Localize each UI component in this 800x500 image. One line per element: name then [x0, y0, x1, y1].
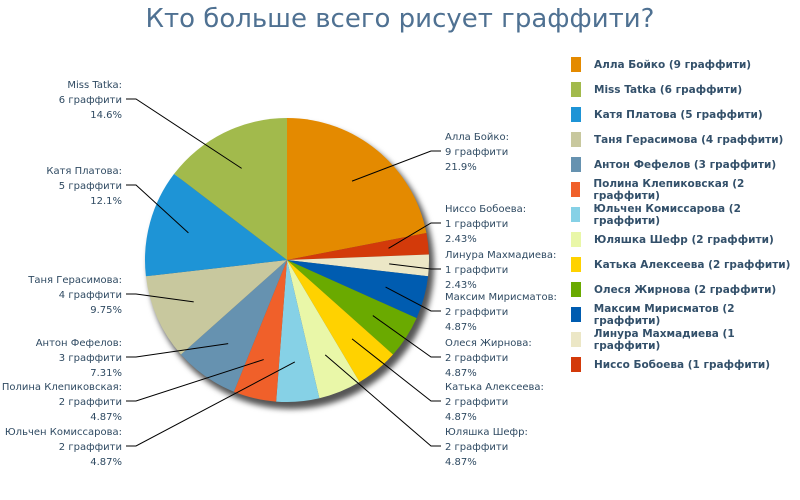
slice-label: Олеся Жирнова: 2 граффити 4.87% [445, 338, 532, 379]
legend-swatch [571, 282, 581, 297]
leader-line [351, 338, 441, 402]
legend-label: Таня Герасимова (4 граффити) [594, 133, 784, 146]
legend-item[interactable]: Максим Мирисматов (2 граффити) [571, 302, 800, 327]
legend-swatch [571, 182, 581, 197]
pie-slice[interactable] [287, 118, 427, 260]
legend-item[interactable]: Таня Герасимова (4 граффити) [571, 127, 800, 152]
slice-label: Полина Клепиковская: 2 граффити 4.87% [2, 382, 122, 423]
legend-label: Линура Махмадиева (1 граффити) [593, 327, 735, 352]
legend-label: Юляшка Шефр (2 граффити) [594, 233, 774, 246]
legend-swatch [571, 332, 581, 347]
legend-swatch [571, 82, 581, 97]
legend-label: Ниссо Бобоева (1 граффити) [594, 358, 771, 371]
pie-slice[interactable] [287, 260, 360, 399]
legend-item[interactable]: Линура Махмадиева (1 граффити) [571, 327, 800, 352]
leader-line [126, 359, 264, 402]
leader-line [126, 361, 296, 447]
slice-label: Ниссо Бобоева: 1 граффити 2.43% [445, 204, 526, 245]
legend-label: Олеся Жирнова (2 граффити) [594, 283, 777, 296]
legend-item[interactable]: Антон Фефелов (3 граффити) [571, 152, 800, 177]
slice-label: Антон Фефелов: 3 граффити 7.31% [36, 338, 122, 379]
leader-line [385, 286, 441, 312]
leader-line [351, 150, 441, 182]
legend-label: Антон Фефелов (3 граффити) [594, 158, 777, 171]
leader-line [126, 98, 242, 169]
pie-slice[interactable] [287, 260, 417, 355]
leader-line [372, 315, 441, 358]
legend-swatch [571, 232, 581, 247]
slice-label: Юляшка Шефр: 2 граффити 4.87% [445, 427, 528, 468]
leader-line [126, 184, 189, 234]
legend-swatch [571, 257, 581, 272]
slice-label: Линура Махмадиева: 1 граффити 2.43% [445, 250, 556, 291]
legend-swatch [571, 307, 581, 322]
pie-slice[interactable] [287, 260, 429, 319]
slice-label: Юльчен Комиссарова: 2 граффити 4.87% [5, 427, 122, 468]
legend-swatch [571, 157, 581, 172]
slice-label: Таня Герасимова: 4 граффити 9.75% [27, 275, 122, 316]
leader-line [388, 222, 441, 249]
legend-label: Максим Мирисматов (2 граффити) [593, 302, 735, 327]
legend-swatch [571, 107, 581, 122]
legend-item[interactable]: Miss Tatka (6 граффити) [571, 77, 800, 102]
pie-slice[interactable] [174, 118, 287, 260]
legend-item[interactable]: Олеся Жирнова (2 граффити) [571, 277, 800, 302]
pie-slice[interactable] [233, 260, 287, 402]
legend-label: Алла Бойко (9 граффити) [594, 58, 752, 71]
slice-label: Алла Бойко: 9 граффити 21.9% [445, 132, 509, 173]
legend-item[interactable]: Юляшка Шефр (2 граффити) [571, 227, 800, 252]
slice-label: Miss Tatka: 6 граффити 14.6% [59, 80, 122, 121]
legend-item[interactable]: Алла Бойко (9 граффити) [571, 52, 800, 77]
legend-swatch [571, 357, 581, 372]
legend-item[interactable]: Полина Клепиковская (2 граффити) [571, 177, 800, 202]
pie-slice[interactable] [287, 254, 429, 277]
leader-line [389, 263, 441, 270]
legend-item[interactable]: Катя Платова (5 граффити) [571, 102, 800, 127]
legend: Алла Бойко (9 граффити) Miss Tatka (6 гра… [571, 52, 800, 377]
legend-swatch [571, 57, 581, 72]
legend-label: Юльчен Комиссарова (2 граффити) [593, 202, 741, 227]
legend-swatch [571, 207, 581, 222]
leader-line [126, 293, 194, 303]
legend-label: Катя Платова (5 граффити) [594, 108, 763, 121]
leader-line [126, 343, 229, 358]
legend-item[interactable]: Ниссо Бобоева (1 граффити) [571, 352, 800, 377]
pie-slice[interactable] [145, 260, 287, 355]
legend-label: Катька Алексеева (2 граффити) [594, 258, 791, 271]
legend-label: Полина Клепиковская (2 граффити) [593, 177, 745, 202]
legend-item[interactable]: Катька Алексеева (2 граффити) [571, 252, 800, 277]
chart-title: Кто больше всего рисует граффити? [145, 4, 655, 34]
pie-slice[interactable] [287, 260, 394, 383]
legend-item[interactable]: Юльчен Комиссарова (2 граффити) [571, 202, 800, 227]
leader-line [324, 354, 441, 447]
pie-slice[interactable] [287, 232, 429, 260]
legend-label: Miss Tatka (6 граффити) [594, 83, 743, 96]
legend-swatch [571, 132, 581, 147]
slice-label: Максим Мирисматов: 2 граффити 4.87% [445, 292, 557, 333]
pie-slice[interactable] [144, 173, 287, 277]
pie-slice[interactable] [180, 260, 287, 392]
slice-label: Катя Платова: 5 граффити 12.1% [46, 166, 122, 207]
slice-label: Катька Алексеева: 2 граффити 4.87% [445, 382, 544, 423]
